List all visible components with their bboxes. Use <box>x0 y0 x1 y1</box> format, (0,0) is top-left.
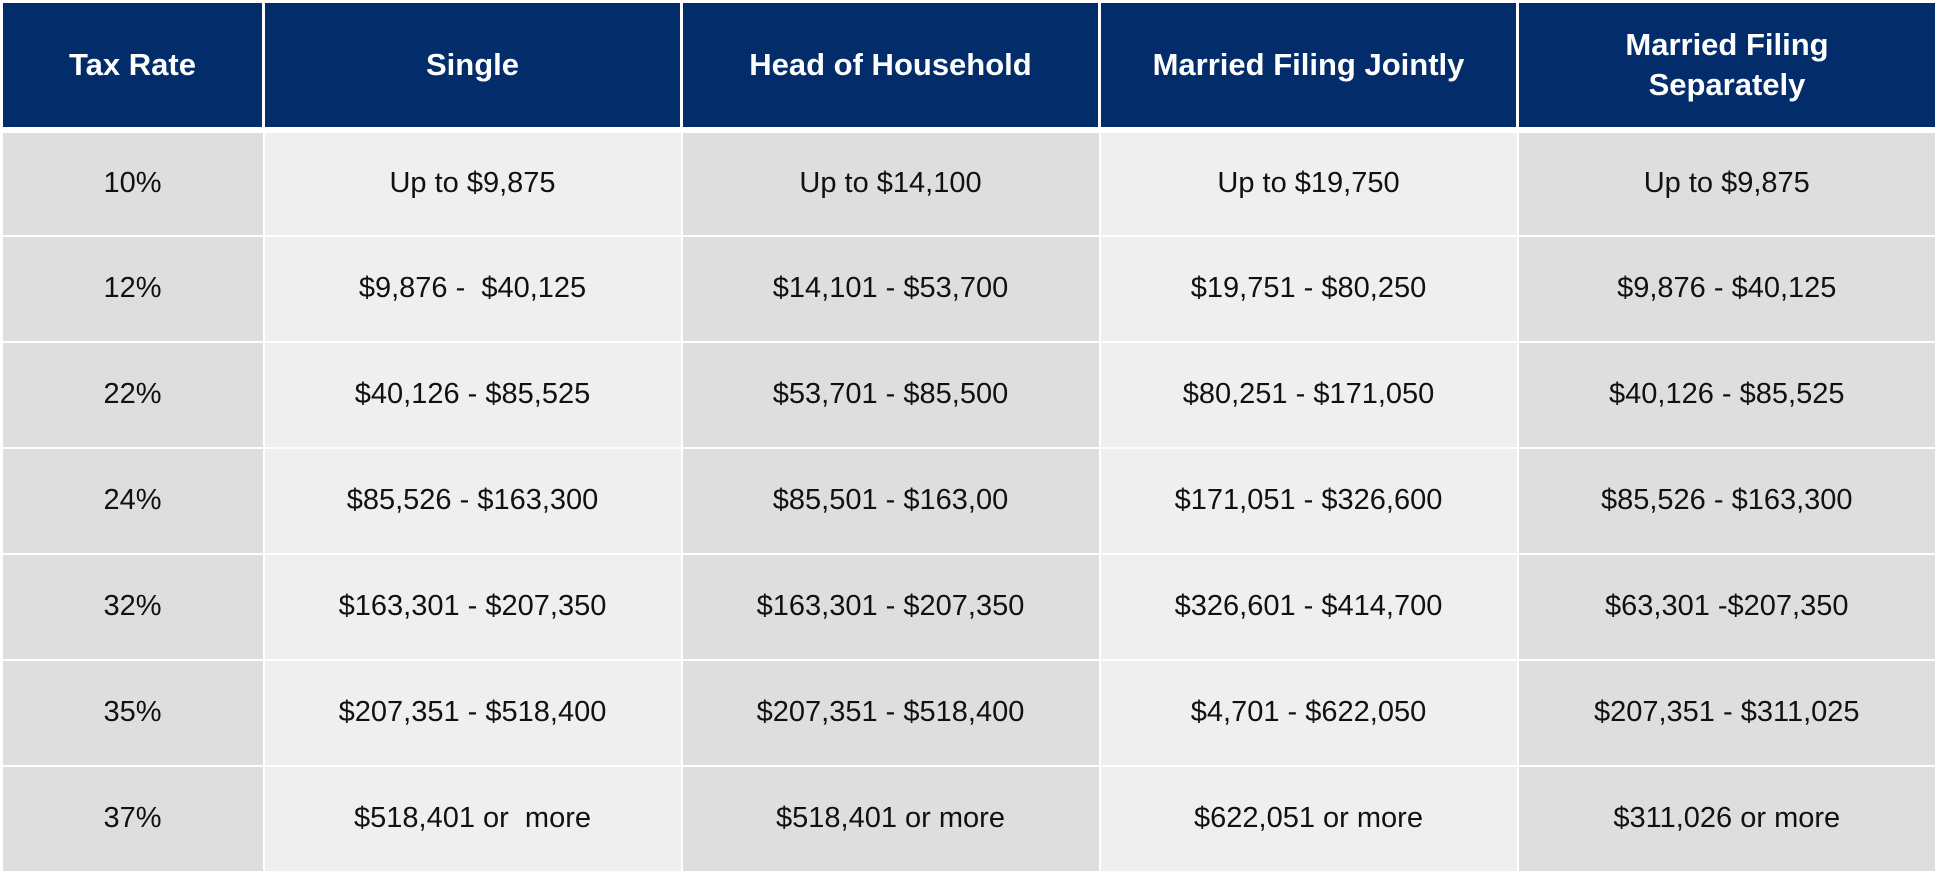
table-row: 35% $207,351 - $518,400 $207,351 - $518,… <box>2 660 1935 766</box>
cell-tax-rate: 24% <box>2 448 264 554</box>
cell-head-of-household: Up to $14,100 <box>682 130 1100 236</box>
cell-married-filing-jointly: $171,051 - $326,600 <box>1100 448 1518 554</box>
cell-married-filing-jointly: $4,701 - $622,050 <box>1100 660 1518 766</box>
table-row: 37% $518,401 or more $518,401 or more $6… <box>2 766 1935 872</box>
cell-married-filing-separately: $207,351 - $311,025 <box>1518 660 1935 766</box>
header-married-filing-jointly: Married Filing Jointly <box>1100 2 1518 130</box>
cell-single: $9,876 - $40,125 <box>264 236 682 342</box>
cell-married-filing-separately: Up to $9,875 <box>1518 130 1935 236</box>
cell-married-filing-separately: $9,876 - $40,125 <box>1518 236 1935 342</box>
cell-tax-rate: 10% <box>2 130 264 236</box>
cell-married-filing-jointly: $326,601 - $414,700 <box>1100 554 1518 660</box>
cell-married-filing-separately: $40,126 - $85,525 <box>1518 342 1935 448</box>
cell-married-filing-separately: $63,301 -$207,350 <box>1518 554 1935 660</box>
table-body: 10% Up to $9,875 Up to $14,100 Up to $19… <box>2 130 1935 872</box>
table-row: 22% $40,126 - $85,525 $53,701 - $85,500 … <box>2 342 1935 448</box>
cell-tax-rate: 32% <box>2 554 264 660</box>
cell-head-of-household: $207,351 - $518,400 <box>682 660 1100 766</box>
cell-head-of-household: $85,501 - $163,00 <box>682 448 1100 554</box>
cell-single: $207,351 - $518,400 <box>264 660 682 766</box>
cell-married-filing-separately: $85,526 - $163,300 <box>1518 448 1935 554</box>
table-row: 12% $9,876 - $40,125 $14,101 - $53,700 $… <box>2 236 1935 342</box>
cell-head-of-household: $518,401 or more <box>682 766 1100 872</box>
cell-married-filing-jointly: Up to $19,750 <box>1100 130 1518 236</box>
cell-married-filing-separately: $311,026 or more <box>1518 766 1935 872</box>
cell-married-filing-jointly: $80,251 - $171,050 <box>1100 342 1518 448</box>
header-married-filing-separately: Married Filing Separately <box>1518 2 1935 130</box>
cell-single: $40,126 - $85,525 <box>264 342 682 448</box>
cell-single: Up to $9,875 <box>264 130 682 236</box>
cell-single: $518,401 or more <box>264 766 682 872</box>
table-row: 32% $163,301 - $207,350 $163,301 - $207,… <box>2 554 1935 660</box>
cell-head-of-household: $53,701 - $85,500 <box>682 342 1100 448</box>
cell-head-of-household: $163,301 - $207,350 <box>682 554 1100 660</box>
cell-tax-rate: 37% <box>2 766 264 872</box>
cell-tax-rate: 22% <box>2 342 264 448</box>
cell-single: $163,301 - $207,350 <box>264 554 682 660</box>
cell-married-filing-jointly: $19,751 - $80,250 <box>1100 236 1518 342</box>
header-head-of-household: Head of Household <box>682 2 1100 130</box>
table-row: 10% Up to $9,875 Up to $14,100 Up to $19… <box>2 130 1935 236</box>
header-single: Single <box>264 2 682 130</box>
cell-tax-rate: 35% <box>2 660 264 766</box>
cell-married-filing-jointly: $622,051 or more <box>1100 766 1518 872</box>
cell-head-of-household: $14,101 - $53,700 <box>682 236 1100 342</box>
header-row: Tax Rate Single Head of Household Marrie… <box>2 2 1935 130</box>
header-tax-rate: Tax Rate <box>2 2 264 130</box>
cell-single: $85,526 - $163,300 <box>264 448 682 554</box>
cell-tax-rate: 12% <box>2 236 264 342</box>
table-header: Tax Rate Single Head of Household Marrie… <box>2 2 1935 130</box>
table-row: 24% $85,526 - $163,300 $85,501 - $163,00… <box>2 448 1935 554</box>
